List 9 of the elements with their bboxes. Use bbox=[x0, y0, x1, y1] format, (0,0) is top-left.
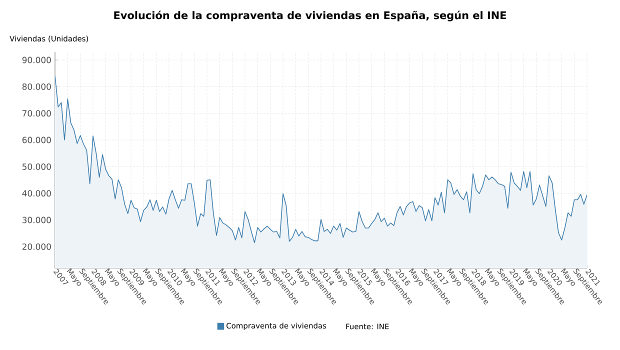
y-tick-label: 50.000 bbox=[22, 163, 51, 170]
y-tick-label: 30.000 bbox=[22, 216, 51, 224]
y-tick-label: 60.000 bbox=[22, 136, 51, 144]
y-tick-label: 40.000 bbox=[22, 190, 51, 197]
y-tick-label: 20.000 bbox=[22, 243, 51, 250]
y-tick-label: 70.000 bbox=[22, 110, 51, 117]
y-tick-label: 80.000 bbox=[22, 83, 51, 90]
y-tick-label: 90.000 bbox=[22, 56, 51, 64]
chart-title: Evolución de la compraventa de viviendas en España, según el INE bbox=[114, 10, 506, 22]
